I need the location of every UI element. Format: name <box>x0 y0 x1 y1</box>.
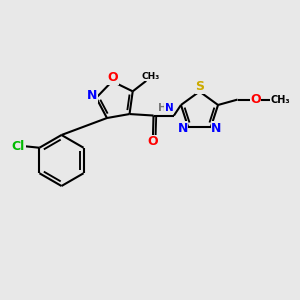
Text: O: O <box>148 135 158 148</box>
Text: Cl: Cl <box>12 140 25 153</box>
Text: H: H <box>158 103 167 113</box>
Text: CH₃: CH₃ <box>142 72 160 81</box>
Text: N: N <box>86 89 97 102</box>
Text: O: O <box>250 93 261 106</box>
Text: O: O <box>107 71 118 84</box>
Text: N: N <box>178 122 188 135</box>
Text: S: S <box>196 80 205 94</box>
Text: N: N <box>211 122 221 135</box>
Text: N: N <box>165 103 173 113</box>
Text: CH₃: CH₃ <box>270 94 290 105</box>
